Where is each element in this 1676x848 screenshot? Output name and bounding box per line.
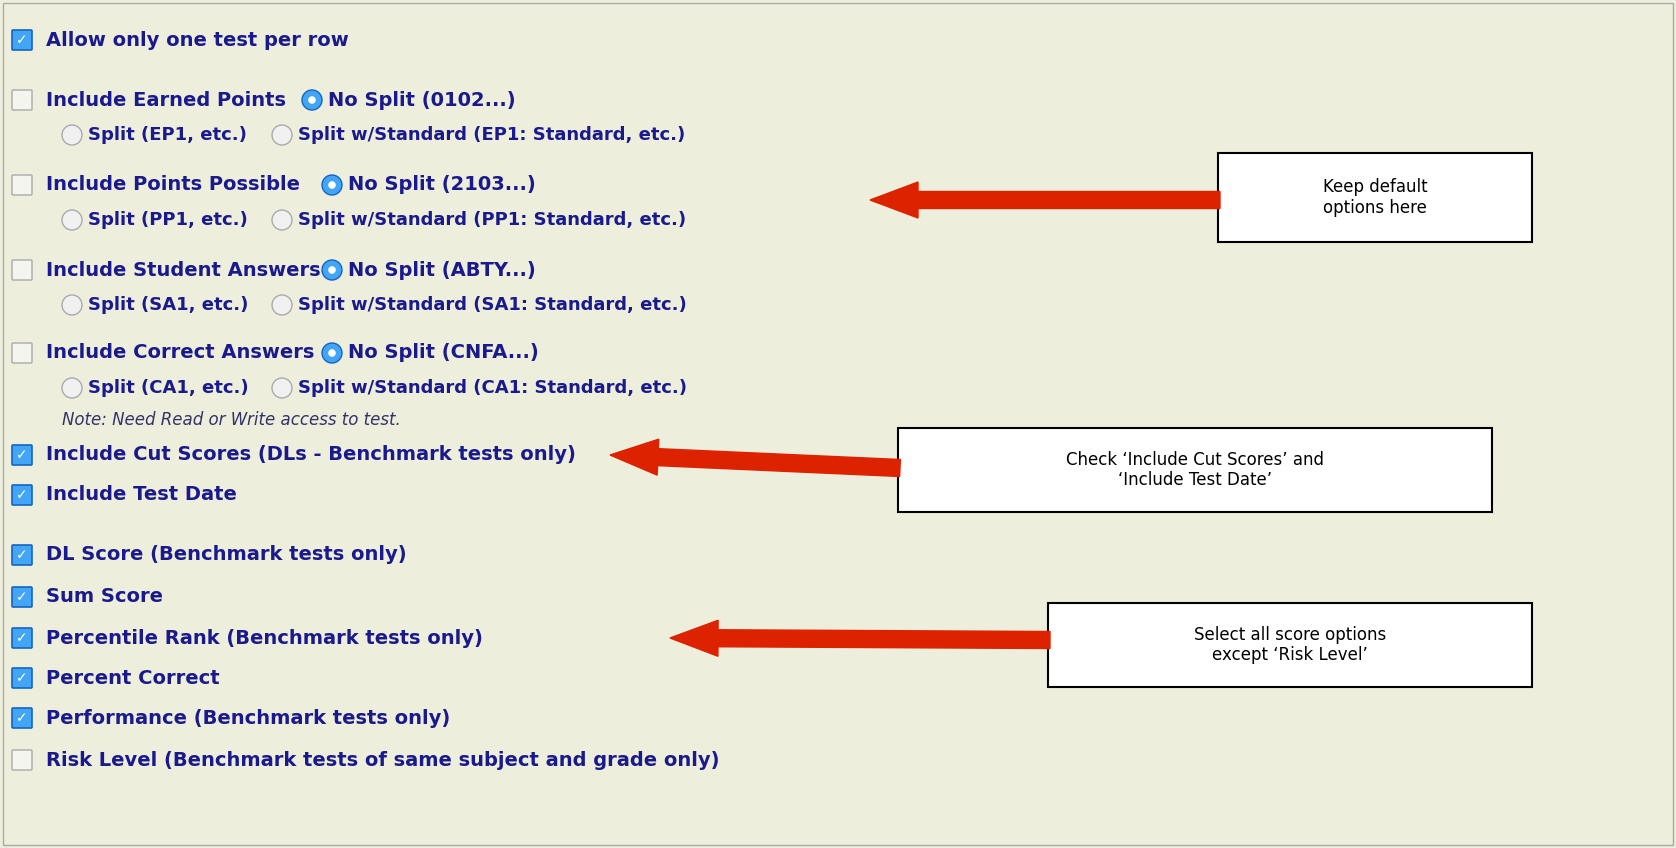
Polygon shape bbox=[610, 439, 900, 477]
Circle shape bbox=[272, 295, 292, 315]
FancyBboxPatch shape bbox=[12, 30, 32, 50]
FancyBboxPatch shape bbox=[12, 628, 32, 648]
FancyBboxPatch shape bbox=[12, 343, 32, 363]
Text: No Split (ABTY...): No Split (ABTY...) bbox=[349, 260, 536, 280]
Text: Include Correct Answers: Include Correct Answers bbox=[45, 343, 315, 362]
Text: ✓: ✓ bbox=[17, 488, 28, 502]
FancyBboxPatch shape bbox=[12, 90, 32, 110]
Text: Risk Level (Benchmark tests of same subject and grade only): Risk Level (Benchmark tests of same subj… bbox=[45, 750, 719, 769]
Text: Split (SA1, etc.): Split (SA1, etc.) bbox=[89, 296, 248, 314]
Circle shape bbox=[272, 210, 292, 230]
Text: Check ‘Include Cut Scores’ and
‘Include Test Date’: Check ‘Include Cut Scores’ and ‘Include … bbox=[1066, 450, 1324, 489]
Text: Sum Score: Sum Score bbox=[45, 588, 163, 606]
Text: Percent Correct: Percent Correct bbox=[45, 668, 220, 688]
Circle shape bbox=[322, 175, 342, 195]
Text: ✓: ✓ bbox=[17, 33, 28, 47]
Text: ✓: ✓ bbox=[17, 631, 28, 645]
Circle shape bbox=[62, 378, 82, 398]
Text: DL Score (Benchmark tests only): DL Score (Benchmark tests only) bbox=[45, 545, 407, 565]
FancyBboxPatch shape bbox=[1048, 603, 1532, 687]
Text: ✓: ✓ bbox=[17, 548, 28, 562]
Text: Include Points Possible: Include Points Possible bbox=[45, 176, 300, 194]
Circle shape bbox=[328, 181, 335, 189]
Text: Split w/Standard (EP1: Standard, etc.): Split w/Standard (EP1: Standard, etc.) bbox=[298, 126, 685, 144]
Text: Split w/Standard (CA1: Standard, etc.): Split w/Standard (CA1: Standard, etc.) bbox=[298, 379, 687, 397]
Text: Split w/Standard (PP1: Standard, etc.): Split w/Standard (PP1: Standard, etc.) bbox=[298, 211, 685, 229]
FancyBboxPatch shape bbox=[898, 428, 1492, 512]
Circle shape bbox=[272, 378, 292, 398]
Text: Note: Need Read or Write access to test.: Note: Need Read or Write access to test. bbox=[62, 411, 401, 429]
Circle shape bbox=[62, 295, 82, 315]
FancyBboxPatch shape bbox=[12, 545, 32, 565]
Text: Performance (Benchmark tests only): Performance (Benchmark tests only) bbox=[45, 708, 451, 728]
FancyBboxPatch shape bbox=[12, 485, 32, 505]
Text: Include Student Answers: Include Student Answers bbox=[45, 260, 320, 280]
Circle shape bbox=[62, 210, 82, 230]
Polygon shape bbox=[670, 620, 1051, 656]
FancyBboxPatch shape bbox=[12, 175, 32, 195]
Text: Include Earned Points: Include Earned Points bbox=[45, 91, 287, 109]
Text: Allow only one test per row: Allow only one test per row bbox=[45, 31, 349, 49]
Text: No Split (0102...): No Split (0102...) bbox=[328, 91, 516, 109]
Circle shape bbox=[272, 125, 292, 145]
Circle shape bbox=[328, 266, 335, 274]
Text: Include Cut Scores (DLs - Benchmark tests only): Include Cut Scores (DLs - Benchmark test… bbox=[45, 445, 577, 465]
Circle shape bbox=[308, 96, 315, 103]
Text: ✓: ✓ bbox=[17, 590, 28, 604]
Text: Split (EP1, etc.): Split (EP1, etc.) bbox=[89, 126, 246, 144]
FancyBboxPatch shape bbox=[12, 708, 32, 728]
FancyBboxPatch shape bbox=[12, 445, 32, 465]
Text: No Split (CNFA...): No Split (CNFA...) bbox=[349, 343, 538, 362]
Text: No Split (2103...): No Split (2103...) bbox=[349, 176, 536, 194]
FancyBboxPatch shape bbox=[1218, 153, 1532, 242]
Text: Include Test Date: Include Test Date bbox=[45, 486, 236, 505]
Text: Split w/Standard (SA1: Standard, etc.): Split w/Standard (SA1: Standard, etc.) bbox=[298, 296, 687, 314]
Text: Split (CA1, etc.): Split (CA1, etc.) bbox=[89, 379, 248, 397]
Circle shape bbox=[328, 349, 335, 357]
Polygon shape bbox=[870, 182, 1220, 218]
Text: ✓: ✓ bbox=[17, 448, 28, 462]
Circle shape bbox=[62, 125, 82, 145]
FancyBboxPatch shape bbox=[12, 587, 32, 607]
FancyBboxPatch shape bbox=[12, 668, 32, 688]
Circle shape bbox=[322, 343, 342, 363]
FancyBboxPatch shape bbox=[12, 260, 32, 280]
Circle shape bbox=[302, 90, 322, 110]
Text: Select all score options
except ‘Risk Level’: Select all score options except ‘Risk Le… bbox=[1193, 626, 1386, 664]
Circle shape bbox=[322, 260, 342, 280]
Text: Split (PP1, etc.): Split (PP1, etc.) bbox=[89, 211, 248, 229]
FancyBboxPatch shape bbox=[12, 750, 32, 770]
Text: ✓: ✓ bbox=[17, 671, 28, 685]
Text: Keep default
options here: Keep default options here bbox=[1322, 178, 1428, 217]
Text: Percentile Rank (Benchmark tests only): Percentile Rank (Benchmark tests only) bbox=[45, 628, 483, 648]
Text: ✓: ✓ bbox=[17, 711, 28, 725]
